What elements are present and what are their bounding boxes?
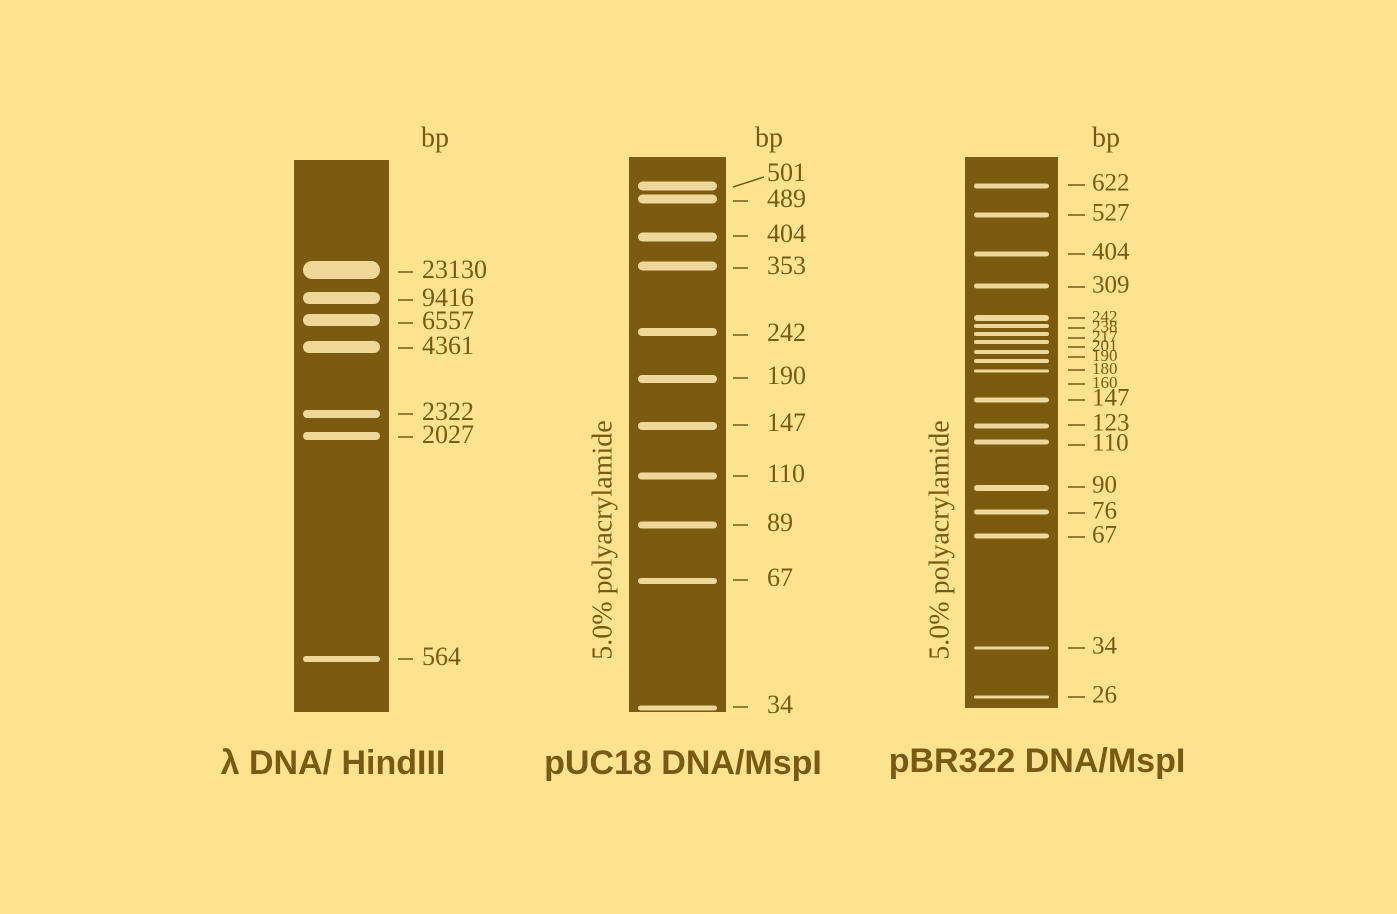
band — [974, 332, 1049, 336]
band-label: 242 — [767, 318, 806, 347]
band — [303, 292, 380, 304]
band-label: 76 — [1092, 498, 1117, 525]
band — [974, 423, 1049, 429]
band — [303, 341, 380, 353]
band — [974, 315, 1049, 321]
band — [638, 472, 717, 480]
band — [638, 181, 717, 191]
band-label: 34 — [767, 690, 793, 719]
unit-label: bp — [755, 122, 783, 153]
band-label: 67 — [1092, 522, 1117, 549]
band — [303, 261, 380, 279]
gel-note: 5.0% polyacrylamide — [924, 420, 955, 659]
unit-label: bp — [421, 122, 449, 153]
band-label: 2322 — [422, 397, 474, 426]
band — [974, 212, 1049, 218]
band — [974, 340, 1049, 344]
band — [974, 251, 1049, 257]
band-label: 501 — [767, 158, 806, 187]
band-label: 147 — [767, 408, 806, 437]
ladder-title: pUC18 DNA/MspI — [544, 744, 822, 782]
band-label: 242 — [1092, 307, 1118, 326]
band-label: 90 — [1092, 472, 1117, 499]
band-label: 238 — [1092, 317, 1118, 336]
unit-label: bp — [1092, 122, 1120, 153]
band-label: 217 — [1092, 327, 1118, 346]
band — [638, 194, 717, 204]
band-label: 353 — [767, 251, 806, 280]
band-label: 89 — [767, 508, 793, 537]
band — [974, 359, 1049, 363]
band — [638, 521, 717, 529]
band-label: 110 — [767, 459, 805, 488]
band-label: 622 — [1092, 170, 1130, 197]
band — [974, 533, 1049, 539]
band-label: 527 — [1092, 200, 1130, 227]
gel-lane — [965, 157, 1058, 708]
gel-note: 5.0% polyacrylamide — [587, 420, 618, 659]
band — [638, 232, 717, 242]
band-label: 67 — [767, 563, 793, 592]
band-label: 404 — [767, 219, 806, 248]
band — [974, 509, 1049, 515]
band-label: 147 — [1092, 385, 1130, 412]
band — [974, 646, 1049, 650]
band — [638, 422, 717, 430]
band-label: 2027 — [422, 420, 474, 449]
band — [974, 369, 1049, 373]
band — [974, 485, 1049, 491]
gel-lane — [629, 157, 726, 712]
band-label: 160 — [1092, 373, 1118, 392]
band-label: 190 — [1092, 346, 1118, 365]
band — [974, 439, 1049, 445]
band-label: 34 — [1092, 633, 1118, 660]
band-tick — [732, 176, 765, 188]
ladder-title: pBR322 DNA/MspI — [889, 742, 1186, 780]
band-label: 110 — [1092, 430, 1129, 457]
band-label: 309 — [1092, 272, 1130, 299]
band-label: 26 — [1092, 682, 1117, 709]
band — [638, 328, 717, 336]
band-label: 23130 — [422, 255, 487, 284]
band-label: 4361 — [422, 331, 474, 360]
band-label: 190 — [767, 361, 806, 390]
band — [638, 261, 717, 271]
band — [638, 375, 717, 383]
band — [303, 656, 380, 662]
band — [974, 397, 1049, 403]
band — [303, 314, 380, 326]
band-label: 489 — [767, 184, 806, 213]
band — [638, 578, 717, 584]
ladder-title: λ DNA/ HindIII — [221, 744, 446, 782]
band-label: 123 — [1092, 410, 1130, 437]
band-label: 6557 — [422, 306, 474, 335]
band-label: 404 — [1092, 239, 1130, 266]
band — [303, 410, 380, 418]
band-label: 180 — [1092, 359, 1118, 378]
band — [974, 183, 1049, 189]
band — [638, 705, 717, 711]
band — [303, 432, 380, 440]
band — [974, 283, 1049, 289]
band — [974, 350, 1049, 354]
band-label: 9416 — [422, 283, 474, 312]
band — [974, 324, 1049, 328]
band-label: 201 — [1092, 336, 1118, 355]
band-label: 564 — [422, 642, 461, 671]
band — [974, 695, 1049, 699]
